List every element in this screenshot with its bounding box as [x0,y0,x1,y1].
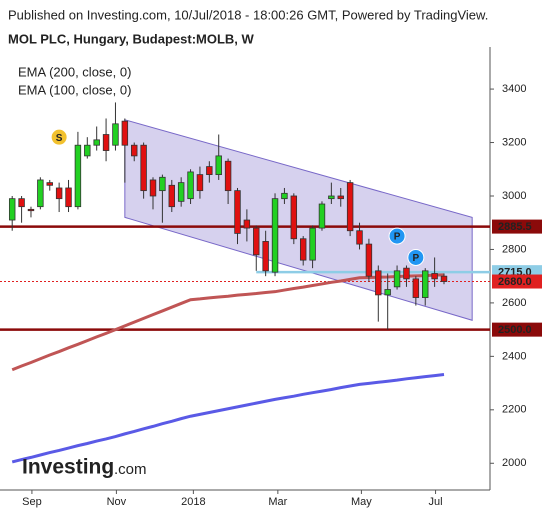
level-label-box [492,322,542,337]
candle-body [281,192,288,200]
candle-body [328,195,335,200]
candle-body [121,120,129,146]
y-tick-label: 2000 [502,457,526,469]
candle-body [440,275,448,282]
candle-body [346,182,354,232]
signal-marker [50,128,68,146]
candle-body [422,270,429,298]
candle-body [234,190,241,234]
candle-body [112,123,119,146]
candle-body [177,182,185,202]
level-label-box [492,219,542,234]
candle-body [74,144,82,208]
candle-body [84,144,91,157]
signal-marker [407,248,425,266]
candle-body [187,171,194,200]
candle-body [337,195,344,200]
candle-body [253,227,260,256]
legend-entry: EMA (200, close, 0) [18,64,131,79]
candle-body [309,227,316,261]
y-tick-label: 2200 [502,404,526,416]
logo-suffix: .com [114,461,147,478]
candle-body [224,160,232,192]
candle-body [27,208,35,212]
x-tick-label: 2018 [181,496,205,508]
candle-body [37,179,44,208]
candle-body [243,219,251,229]
level-label-box [492,274,542,289]
ema-line [11,373,445,464]
candle-body [412,278,420,298]
candle-body [393,270,401,288]
candle-body [318,203,326,229]
candle-body [356,230,363,245]
candle-body [102,134,110,151]
candle-body [262,241,269,272]
plot-area: 2000 2200 2400 2600 2800 3000 3200 3400 Sep Nov 20… [0,47,542,508]
x-tick-label: Mar [268,496,287,508]
y-tick-label: 3400 [502,83,526,95]
candle-body [168,184,175,208]
candle-body [290,195,298,240]
candle-body [403,267,410,280]
x-tick-label: Sep [22,496,42,508]
legend-entry: EMA (100, close, 0) [18,82,131,97]
symbol-title: MOL PLC, Hungary, Budapest:MOLB, W [8,31,255,46]
candle-body [365,243,373,277]
candle-body [299,238,307,261]
level-label: 2680.0 [498,276,532,288]
ema-line [11,273,445,372]
signal-marker-label: P [413,253,420,264]
published-note: Published on Investing.com, 10/Jul/2018 … [8,7,488,22]
y-tick-label: 3200 [502,136,526,148]
candle-body [46,182,53,186]
candle-body [431,273,438,280]
trend-channel [124,119,473,321]
candle-body [140,144,147,192]
y-tick-label: 2400 [502,350,526,362]
candle-body [18,198,25,208]
y-tick-label: 2800 [502,243,526,255]
x-tick-label: Nov [107,496,127,508]
signal-marker-label: P [394,232,401,243]
candle-body [271,198,279,273]
candle-body [206,166,213,176]
x-tick-label: Jul [429,496,443,508]
candle-body [65,187,72,208]
candle-body [55,187,63,200]
candle-body [131,144,138,157]
level-label: 2500.0 [498,324,532,336]
candle-body [215,155,222,176]
candle-body [196,174,204,192]
signal-marker-label: S [56,133,63,144]
signal-marker [388,227,406,245]
x-tick-label: May [351,496,372,508]
logo-brand: Investing [22,456,114,479]
candle-body [93,139,100,146]
candle-body [375,270,382,296]
y-tick-label: 2600 [502,297,526,309]
candle-body [149,179,157,197]
candle-body [384,289,391,296]
level-label: 2885.5 [498,221,532,233]
candle-body [159,176,166,192]
candle-body [8,198,16,221]
y-tick-label: 3000 [502,190,526,202]
